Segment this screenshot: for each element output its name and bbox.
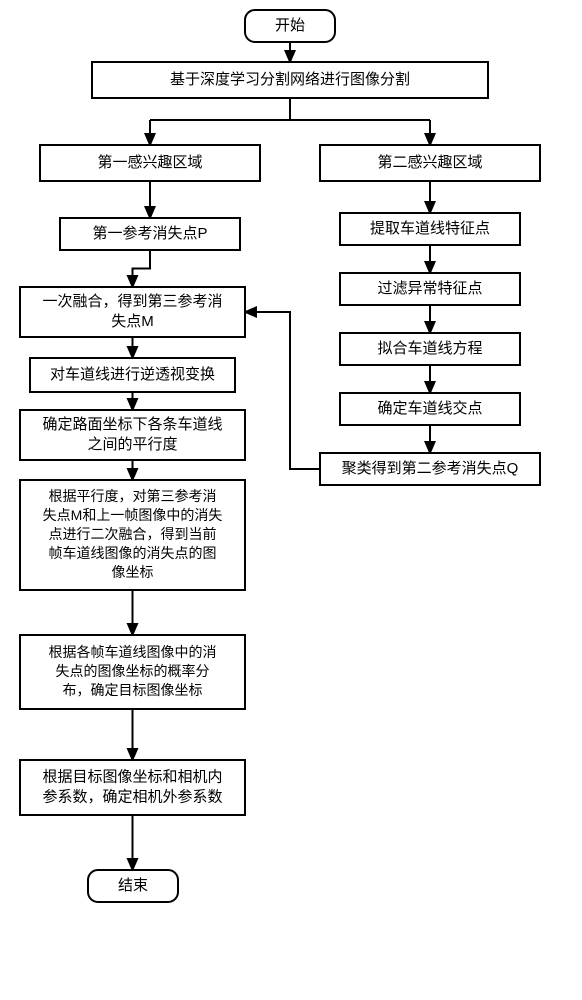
node-roi2-label: 第二感兴趣区域 [377,153,482,171]
node-ipm-label: 对车道线进行逆透视变换 [50,366,215,383]
node-extract-label: 提取车道线特征点 [370,220,490,237]
node-seg-label: 基于深度学习分割网络进行图像分割 [170,71,410,88]
node-fit-label: 拟合车道线方程 [377,340,482,357]
node-inter-label: 确定车道线交点 [377,399,482,417]
node-filter-label: 过滤异常特征点 [377,280,482,297]
node-start-label: 开始 [275,17,305,34]
node-dist-label: 根据各帧车道线图像中的消失点的图像坐标的概率分布，确定目标图像坐标 [49,644,217,698]
node-roi1-label: 第一感兴趣区域 [97,153,202,171]
node-end-label: 结束 [118,877,148,894]
node-p-label: 第一参考消失点P [92,224,207,242]
node-q-label: 聚类得到第二参考消失点Q [342,459,519,477]
edge-q-m [245,312,320,469]
edge-p-m [133,250,151,287]
